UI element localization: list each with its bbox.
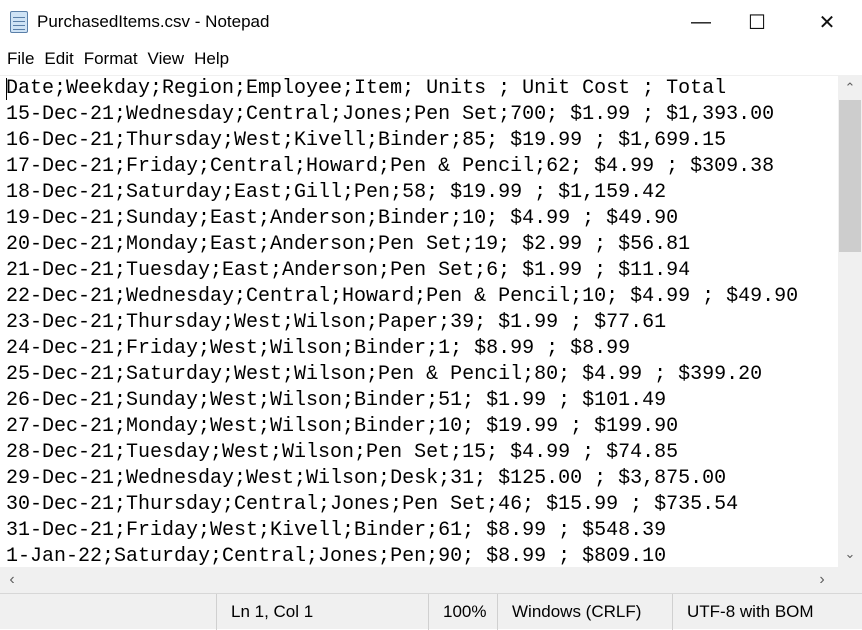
text-line: 16-Dec-21;Thursday;West;Kivell;Binder;85… (6, 129, 727, 152)
cursor-position: Ln 1, Col 1 (216, 594, 428, 630)
scroll-up-icon[interactable]: ⌃ (844, 80, 856, 95)
text-line: 28-Dec-21;Tuesday;West;Wilson;Pen Set;15… (6, 441, 679, 464)
text-line: 1-Jan-22;Saturday;Central;Jones;Pen;90; … (6, 545, 667, 567)
menu-edit[interactable]: Edit (44, 49, 74, 68)
text-line: 23-Dec-21;Thursday;West;Wilson;Paper;39;… (6, 311, 667, 334)
minimize-button[interactable]: — (691, 11, 711, 33)
horizontal-scrollbar[interactable]: ‹ › (0, 567, 838, 593)
close-button[interactable]: ✕ (818, 12, 836, 34)
menu-help[interactable]: Help (194, 49, 230, 68)
text-line: 15-Dec-21;Wednesday;Central;Jones;Pen Se… (6, 103, 775, 126)
scrollbar-corner (838, 567, 862, 593)
scroll-right-icon[interactable]: › (819, 571, 825, 588)
text-line: 17-Dec-21;Friday;Central;Howard;Pen & Pe… (6, 155, 775, 178)
text-line: 21-Dec-21;Tuesday;East;Anderson;Pen Set;… (6, 259, 691, 282)
text-line: 20-Dec-21;Monday;East;Anderson;Pen Set;1… (6, 233, 691, 256)
menu-bar: File Edit Format View Help (0, 45, 862, 75)
menu-file[interactable]: File (7, 49, 35, 68)
text-line: Date;Weekday;Region;Employee;Item; Units… (6, 77, 727, 100)
text-line: 19-Dec-21;Sunday;East;Anderson;Binder;10… (6, 207, 679, 230)
text-line: 26-Dec-21;Sunday;West;Wilson;Binder;51; … (6, 389, 667, 412)
text-line: 22-Dec-21;Wednesday;Central;Howard;Pen &… (6, 285, 799, 308)
encoding: UTF-8 with BOM (672, 594, 862, 630)
text-line: 27-Dec-21;Monday;West;Wilson;Binder;10; … (6, 415, 679, 438)
text-caret (6, 78, 7, 100)
notepad-icon (10, 11, 28, 33)
text-line: 24-Dec-21;Friday;West;Wilson;Binder;1; $… (6, 337, 631, 360)
menu-view[interactable]: View (147, 49, 185, 68)
scroll-left-icon[interactable]: ‹ (9, 571, 15, 588)
text-line: 30-Dec-21;Thursday;Central;Jones;Pen Set… (6, 493, 739, 516)
text-line: 25-Dec-21;Saturday;West;Wilson;Pen & Pen… (6, 363, 763, 386)
text-line: 18-Dec-21;Saturday;East;Gill;Pen;58; $19… (6, 181, 667, 204)
line-ending: Windows (CRLF) (497, 594, 672, 630)
vertical-scrollbar[interactable]: ⌃ ⌄ (838, 75, 862, 567)
status-bar: Ln 1, Col 1 100% Windows (CRLF) UTF-8 wi… (0, 593, 862, 630)
vertical-scroll-thumb[interactable] (839, 100, 861, 252)
scroll-down-icon[interactable]: ⌄ (844, 546, 856, 561)
text-line: 29-Dec-21;Wednesday;West;Wilson;Desk;31;… (6, 467, 727, 490)
maximize-button[interactable]: ☐ (748, 12, 766, 34)
text-line: 31-Dec-21;Friday;West;Kivell;Binder;61; … (6, 519, 667, 542)
window-title: PurchasedItems.csv - Notepad (37, 12, 270, 31)
zoom-level: 100% (428, 594, 497, 630)
menu-format[interactable]: Format (83, 49, 138, 68)
text-editor[interactable]: Date;Weekday;Region;Employee;Item; Units… (0, 75, 838, 567)
title-bar: PurchasedItems.csv - Notepad — ☐ ✕ (0, 0, 862, 45)
